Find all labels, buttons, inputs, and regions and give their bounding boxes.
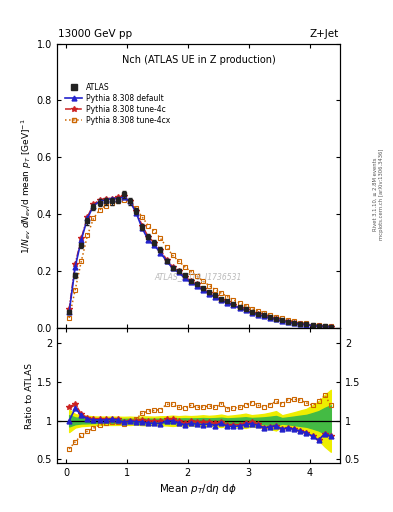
Text: Rivet 3.1.10, ≥ 2.8M events: Rivet 3.1.10, ≥ 2.8M events <box>373 158 378 231</box>
Text: Nch (ATLAS UE in Z production): Nch (ATLAS UE in Z production) <box>121 55 275 65</box>
Text: mcplots.cern.ch [arXiv:1306.3436]: mcplots.cern.ch [arXiv:1306.3436] <box>380 149 384 240</box>
Text: Z+Jet: Z+Jet <box>310 29 339 39</box>
X-axis label: Mean $p_T$/d$\eta$ d$\phi$: Mean $p_T$/d$\eta$ d$\phi$ <box>160 482 237 497</box>
Y-axis label: Ratio to ATLAS: Ratio to ATLAS <box>25 362 34 429</box>
Text: ATLAS_2019_I1736531: ATLAS_2019_I1736531 <box>155 272 242 281</box>
Legend: ATLAS, Pythia 8.308 default, Pythia 8.308 tune-4c, Pythia 8.308 tune-4cx: ATLAS, Pythia 8.308 default, Pythia 8.30… <box>64 81 172 126</box>
Y-axis label: $1/N_{ev}$ $dN_{ev}$/d mean $p_T$ [GeV]$^{-1}$: $1/N_{ev}$ $dN_{ev}$/d mean $p_T$ [GeV]$… <box>20 118 34 253</box>
Text: 13000 GeV pp: 13000 GeV pp <box>58 29 132 39</box>
